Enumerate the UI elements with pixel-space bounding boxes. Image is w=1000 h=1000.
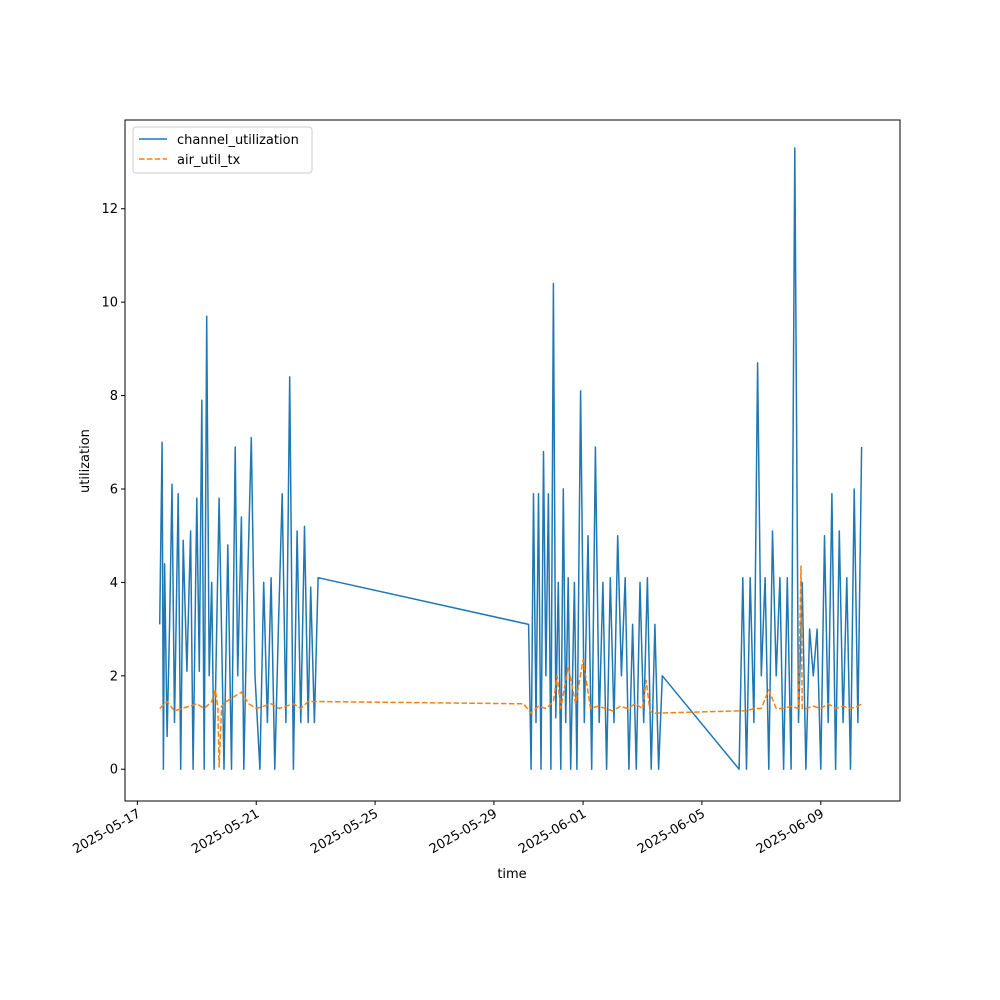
series-layer [158, 147, 863, 770]
y-axis-title: utilization [78, 429, 93, 493]
legend-box [132, 126, 313, 174]
x-axis-title: time [497, 867, 526, 882]
plot-frame [124, 119, 901, 802]
y-tick-label: 10 [101, 296, 118, 311]
legend-label-channel-utilization: channel_utilization [177, 133, 299, 148]
y-tick-label: 2 [110, 669, 118, 684]
y-tick-label: 8 [110, 389, 118, 404]
legend: channel_utilization air_util_tx [132, 126, 313, 174]
series-line-channel-utilization [158, 147, 863, 770]
series-line-air-util-tx [159, 565, 863, 768]
y-tick-label: 0 [110, 763, 118, 778]
y-axis: 0 2 4 6 8 10 12 [101, 202, 125, 778]
y-tick-label: 4 [110, 576, 118, 591]
plot-area [125, 120, 900, 801]
y-tick-label: 12 [101, 202, 118, 217]
legend-label-air-util-tx: air_util_tx [177, 153, 241, 168]
y-tick-label: 6 [110, 482, 118, 497]
